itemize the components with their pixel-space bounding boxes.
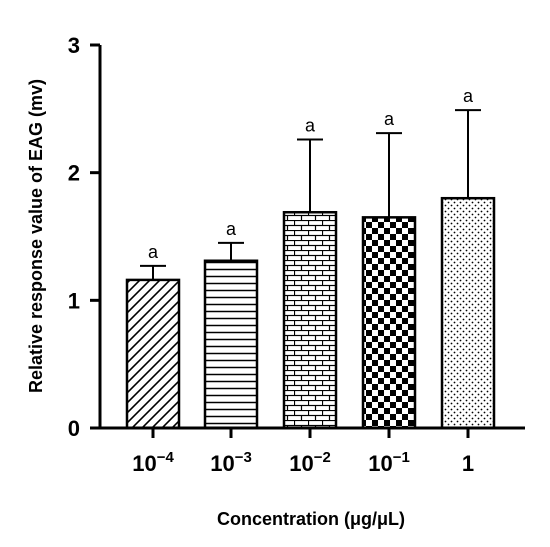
bar [203,259,259,430]
y-axis-ticks: 0 1 2 3 [68,33,100,441]
y-axis-title: Relative response value of EAG (mv) [26,79,46,393]
significance-label: a [148,242,159,262]
bars-layer: a a a a a [125,86,496,430]
significance-label: a [463,86,474,106]
x-tick-label: 10−3 [210,449,252,476]
y-tick-label: 3 [68,33,80,58]
bar [361,216,417,430]
bar [125,278,181,430]
y-tick-label: 0 [68,416,80,441]
x-axis-ticks: 10−4 10−3 10−2 10−1 1 [132,428,474,476]
x-tick-label: 10−4 [132,449,174,476]
bar [282,210,338,430]
x-tick-label: 10−2 [289,449,331,476]
x-axis-title: Concentration (μg/μL) [217,509,405,529]
significance-label: a [305,115,316,135]
bar [440,196,496,430]
significance-label: a [226,219,237,239]
significance-label: a [384,109,395,129]
y-tick-label: 2 [68,161,80,186]
y-tick-label: 1 [68,288,80,313]
x-tick-label: 10−1 [368,449,410,476]
x-tick-label: 1 [462,451,474,476]
